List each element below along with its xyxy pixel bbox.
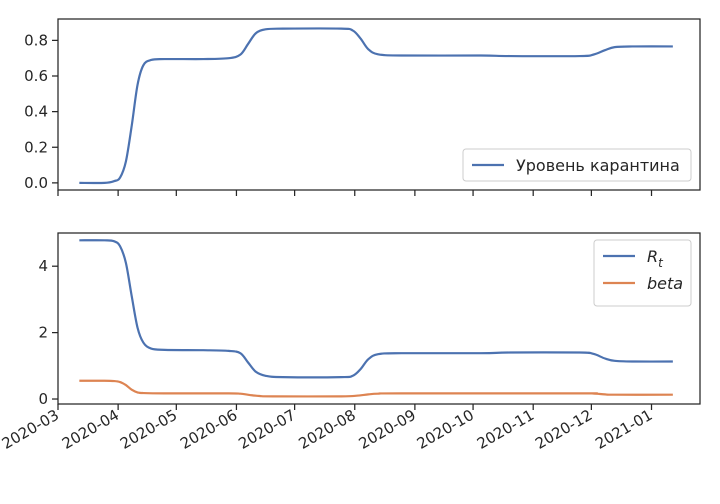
y-tick-label: 0 — [38, 390, 48, 408]
x-tick-label: 2020-05 — [117, 406, 180, 453]
x-tick-label: 2020-04 — [59, 406, 122, 453]
x-tick-label: 2020-08 — [295, 406, 358, 453]
x-tick-label: 2020-12 — [532, 406, 595, 453]
x-tick-label: 2020-03 — [0, 406, 62, 453]
legend-label: Rt — [647, 247, 664, 270]
y-tick-label: 0.6 — [24, 67, 48, 85]
y-tick-label: 0.4 — [24, 103, 48, 121]
y-tick-label: 0.0 — [24, 174, 48, 192]
series-line-уровень-карантина — [79, 27, 673, 185]
top-panel: 0.0 0.2 0.4 0.6 0.8 Уровень карантина — [24, 18, 701, 196]
y-tick-label: 0.8 — [24, 31, 48, 49]
x-tick-label: 2020-11 — [474, 406, 537, 453]
legend: Уровень карантина — [462, 148, 692, 182]
series-line-beta — [79, 379, 673, 398]
y-tick-label: 2 — [38, 324, 48, 342]
series-line-r — [79, 239, 673, 379]
legend: Rt beta — [593, 239, 692, 307]
x-tick-label: 2020-07 — [235, 406, 298, 453]
x-tick-label: 2020-10 — [414, 406, 477, 453]
y-tick-label: 4 — [38, 257, 48, 275]
axes-frame — [57, 232, 701, 405]
x-tick-label: 2020-09 — [356, 406, 419, 453]
legend-label: beta — [647, 274, 683, 293]
x-tick-label: 2020-06 — [177, 406, 240, 453]
bottom-panel: 0242020-032020-042020-052020-062020-0720… — [0, 232, 701, 453]
y-tick-label: 0.2 — [24, 138, 48, 156]
axes-frame — [57, 18, 701, 191]
legend-label: Уровень карантина — [516, 156, 680, 175]
x-tick-label: 2021-01 — [592, 406, 655, 453]
